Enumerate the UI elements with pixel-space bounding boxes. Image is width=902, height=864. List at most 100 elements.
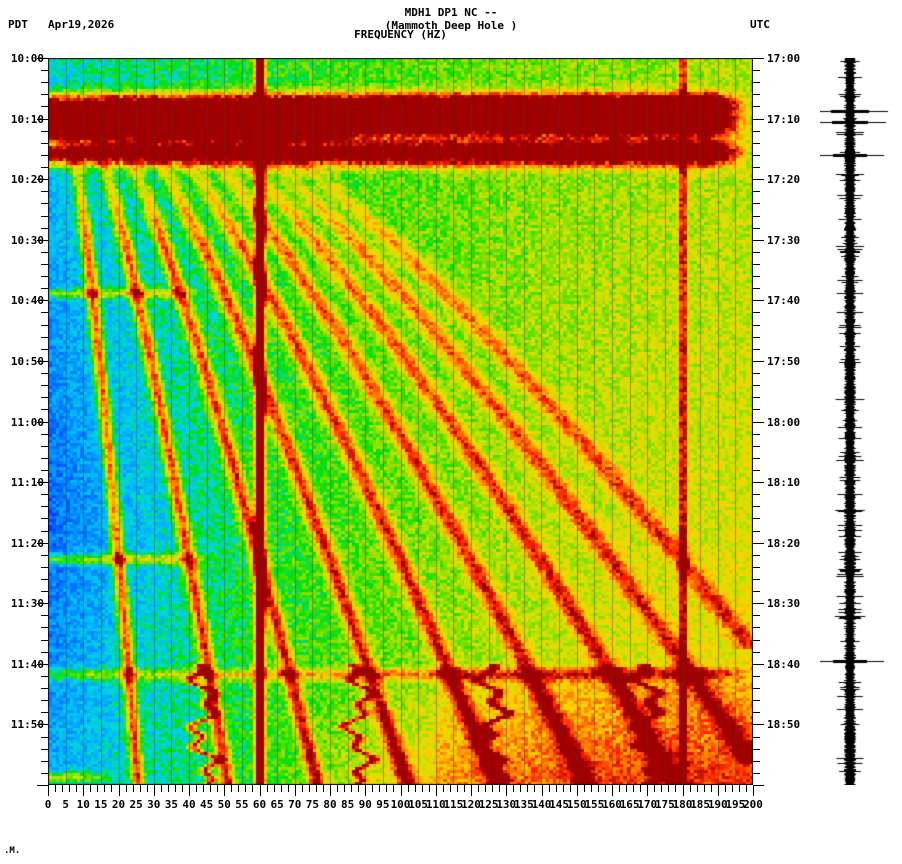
timezone-label-left: PDT (8, 18, 28, 31)
time-label-pdt: 10:10 (10, 112, 44, 126)
seismogram-trace-canvas (820, 58, 890, 785)
freq-label: 60 (252, 798, 267, 811)
time-tick-major-left (37, 361, 48, 362)
freq-label: 115 (443, 798, 464, 811)
freq-label: 190 (707, 798, 728, 811)
freq-tick-minor (598, 785, 599, 792)
freq-tick-minor (422, 785, 423, 792)
time-tick-minor-right (753, 106, 760, 107)
time-tick-minor-left (41, 458, 48, 459)
freq-label: 0 (44, 798, 52, 811)
freq-label: 20 (111, 798, 126, 811)
freq-label: 85 (341, 798, 355, 811)
freq-label: 95 (376, 798, 390, 811)
freq-label: 70 (288, 798, 302, 811)
freq-tick-major (471, 785, 472, 796)
time-tick-minor-left (41, 409, 48, 410)
freq-label: 30 (147, 798, 161, 811)
freq-tick-minor (217, 785, 218, 792)
time-tick-minor-right (753, 737, 760, 738)
time-tick-minor-right (753, 749, 760, 750)
freq-tick-minor (520, 785, 521, 792)
time-label-utc: 17:20 (767, 173, 801, 187)
time-tick-minor-right (753, 155, 760, 156)
time-tick-minor-right (753, 325, 760, 326)
time-tick-minor-left (41, 676, 48, 677)
time-tick-minor-right (753, 288, 760, 289)
freq-label: 130 (496, 798, 517, 811)
freq-tick-minor (55, 785, 56, 792)
time-tick-minor-right (753, 434, 760, 435)
freq-tick-minor (415, 785, 416, 792)
freq-tick-minor (90, 785, 91, 792)
freq-label: 120 (461, 798, 481, 811)
freq-tick-minor (429, 785, 430, 792)
freq-tick-major (189, 785, 190, 796)
time-label-utc: 17:10 (767, 112, 801, 126)
freq-tick-minor (210, 785, 211, 792)
freq-label: 195 (725, 798, 746, 811)
freq-tick-minor (675, 785, 676, 792)
time-tick-minor-left (41, 615, 48, 616)
freq-tick-major (224, 785, 225, 796)
time-tick-minor-right (753, 688, 760, 689)
corner-mark: .M. (4, 846, 21, 856)
time-tick-minor-left (41, 712, 48, 713)
freq-label: 25 (129, 798, 143, 811)
freq-tick-major (83, 785, 84, 796)
freq-tick-minor (739, 785, 740, 792)
time-tick-major-right (753, 361, 764, 362)
time-tick-minor-right (753, 264, 760, 265)
freq-tick-minor (549, 785, 550, 792)
freq-label: 145 (549, 798, 570, 811)
time-tick-minor-right (753, 312, 760, 313)
time-tick-minor-right (753, 567, 760, 568)
freq-tick-minor (393, 785, 394, 792)
freq-tick-minor (654, 785, 655, 792)
time-tick-major-right (753, 785, 764, 786)
time-tick-minor-right (753, 470, 760, 471)
freq-tick-major (683, 785, 684, 796)
time-tick-minor-left (41, 761, 48, 762)
time-tick-minor-right (753, 82, 760, 83)
freq-tick-minor (147, 785, 148, 792)
freq-label: 10 (76, 798, 90, 811)
time-tick-minor-left (41, 494, 48, 495)
time-tick-major-left (37, 482, 48, 483)
time-tick-minor-left (41, 312, 48, 313)
time-tick-minor-right (753, 203, 760, 204)
station-subtitle: (Mammoth Deep Hole ) (384, 19, 518, 32)
freq-tick-minor (619, 785, 620, 792)
freq-tick-minor (337, 785, 338, 792)
time-tick-minor-right (753, 337, 760, 338)
time-tick-minor-left (41, 506, 48, 507)
time-tick-minor-left (41, 70, 48, 71)
freq-tick-minor (534, 785, 535, 792)
time-label-pdt: 11:30 (10, 597, 44, 611)
freq-tick-minor (379, 785, 380, 792)
time-tick-minor-right (753, 131, 760, 132)
freq-tick-minor (245, 785, 246, 792)
time-tick-minor-right (753, 228, 760, 229)
freq-tick-minor (492, 785, 493, 792)
time-tick-minor-left (41, 579, 48, 580)
freq-tick-minor (168, 785, 169, 792)
freq-tick-minor (302, 785, 303, 792)
freq-tick-minor (76, 785, 77, 792)
time-tick-minor-right (753, 640, 760, 641)
freq-label: 160 (602, 798, 622, 811)
time-tick-minor-left (41, 167, 48, 168)
time-tick-minor-right (753, 397, 760, 398)
time-tick-major-right (753, 482, 764, 483)
time-tick-minor-right (753, 506, 760, 507)
time-tick-minor-left (41, 203, 48, 204)
time-label-utc: 18:00 (767, 415, 801, 429)
time-label-utc: 17:50 (767, 354, 801, 368)
freq-tick-minor (661, 785, 662, 792)
time-tick-minor-left (41, 652, 48, 653)
freq-tick-minor (238, 785, 239, 792)
freq-label: 80 (323, 798, 337, 811)
freq-tick-minor (309, 785, 310, 792)
freq-tick-minor (725, 785, 726, 792)
freq-tick-minor (633, 785, 634, 792)
